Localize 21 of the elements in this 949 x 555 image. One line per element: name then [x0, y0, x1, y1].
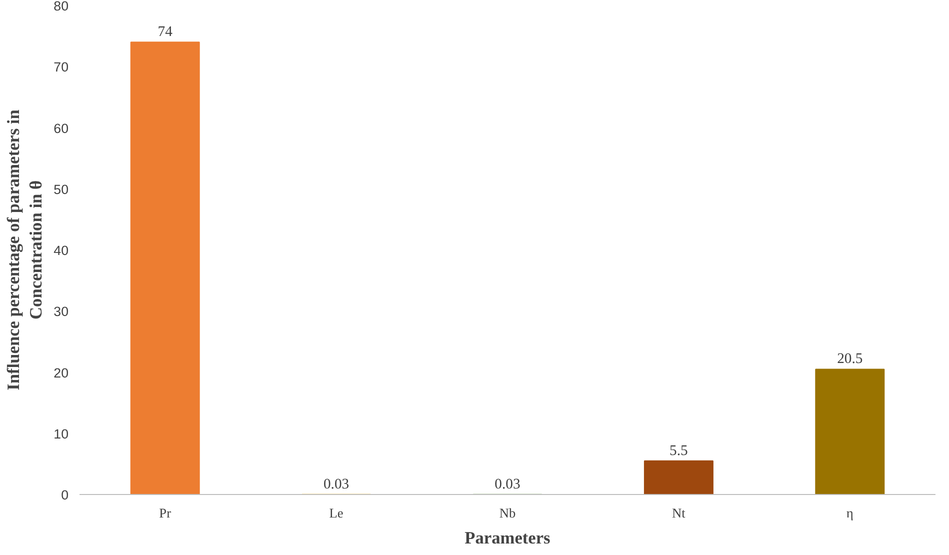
data-label: 5.5	[670, 442, 688, 459]
y-tick-label: 10	[54, 426, 69, 442]
y-tick-label: 30	[54, 304, 69, 320]
y-tick-label: 60	[54, 120, 69, 136]
y-tick-label: 70	[54, 60, 69, 75]
data-label: 74	[158, 24, 174, 40]
x-tick-label: η	[846, 506, 854, 520]
y-tick-label: 80	[54, 0, 69, 14]
x-axis-title: Parameters	[464, 528, 551, 548]
y-tick-label: 40	[54, 243, 69, 258]
y-tick-label: 50	[54, 182, 69, 197]
x-tick-label: Nt	[672, 506, 686, 520]
data-label: 0.03	[323, 476, 350, 492]
y-tick-label: 0	[61, 488, 69, 502]
x-tick-label: Le	[329, 506, 344, 520]
data-label: 20.5	[837, 351, 863, 368]
data-label: 0.03	[494, 476, 520, 492]
x-tick-label: Pr	[159, 506, 172, 520]
y-axis-title: Influence percentage of parameters in Concentration in θ	[4, 109, 46, 390]
y-tick-label: 20	[54, 365, 69, 380]
x-tick-label: Nb	[499, 506, 516, 520]
